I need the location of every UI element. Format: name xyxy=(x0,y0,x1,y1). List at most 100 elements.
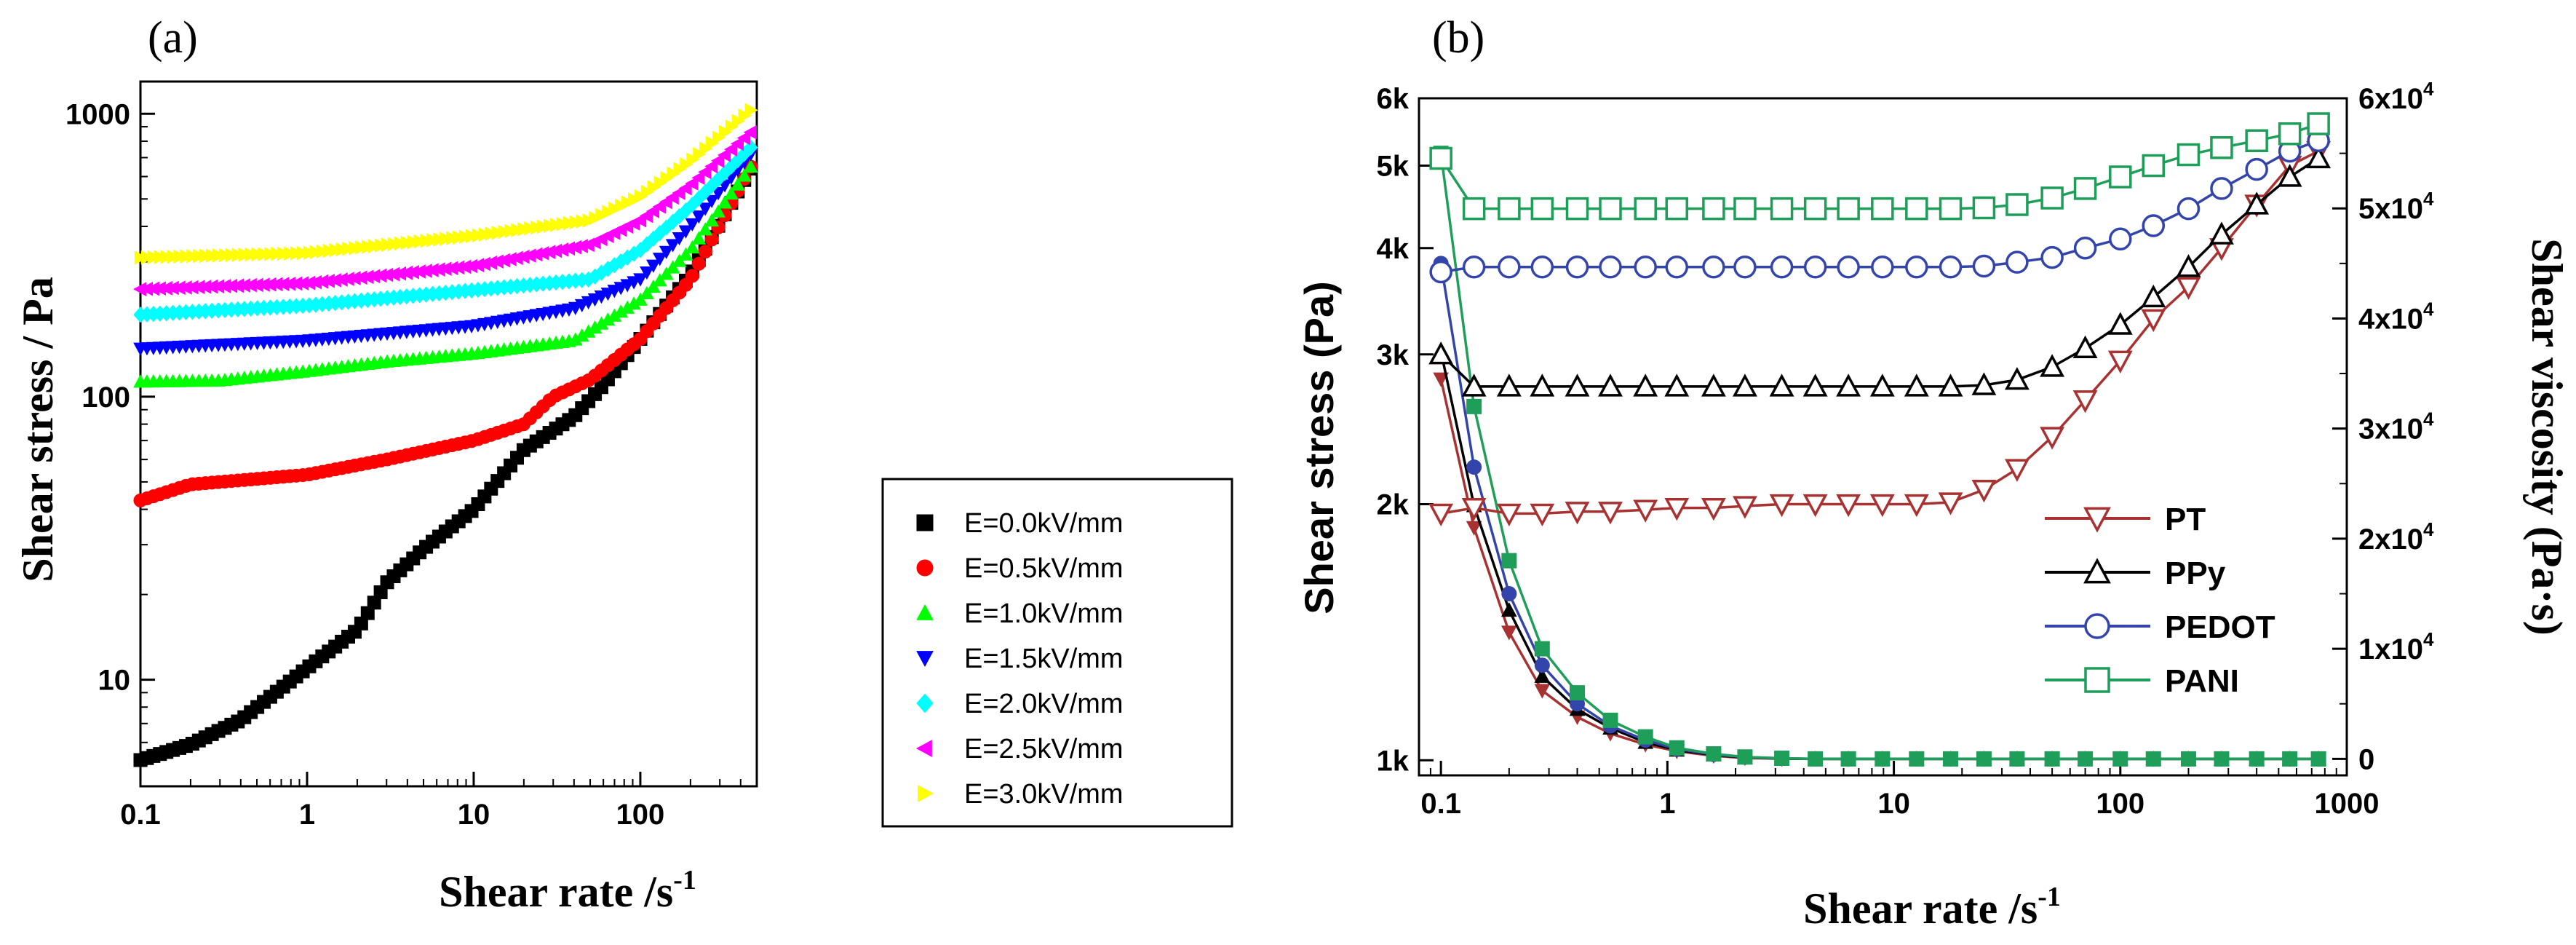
panel-a-data-point xyxy=(685,218,700,232)
panel-b-stress-point xyxy=(1701,373,1726,397)
panel-b-stress-point xyxy=(1702,256,1725,279)
panel-b-stress-point xyxy=(1429,260,1452,284)
panel-b-right-tick-label: 1x104 xyxy=(2358,628,2434,665)
panel-b-stress-point xyxy=(2109,165,2132,189)
panel-b-axes: 0.1 1 10 100 10001k2k3k4k5k6k01x1042x1043x10… xyxy=(1377,78,2434,820)
panel-a-data-point xyxy=(699,141,713,156)
panel-a-data-point xyxy=(652,273,667,287)
panel-b-stress-point xyxy=(1871,197,1894,221)
panel-b-stress-point xyxy=(1971,479,1997,503)
panel-b-right-tick-exponent: 4 xyxy=(2423,628,2434,650)
panel-b-stress-point xyxy=(1565,502,1590,525)
panel-a-data-point xyxy=(154,250,167,265)
panel-a-data-point xyxy=(433,232,447,247)
panel-b-stress-point xyxy=(1496,373,1522,397)
panel-b-viscosity-PPy xyxy=(1433,343,2326,766)
panel-b-stress-point xyxy=(2176,254,2201,277)
panel-b-series xyxy=(1428,112,2331,767)
panel-b-stress-point xyxy=(1904,494,1929,518)
panel-b-stress-point xyxy=(1565,256,1589,279)
panel-b-viscosity-point xyxy=(2249,751,2265,767)
panel-a-data-point xyxy=(665,239,680,253)
panel-a-data-point xyxy=(698,165,712,180)
panel-a-data-point xyxy=(284,246,298,261)
panel-b-left-axis-title: Shear stress (Pa) xyxy=(1296,281,1342,614)
panel-a-series-E=2.5kV/mm xyxy=(132,124,757,297)
panel-a-legend-marker xyxy=(915,740,932,757)
panel-b-right-tick-base: 1x10 xyxy=(2358,633,2423,665)
panel-b-stress-point xyxy=(1972,196,1996,220)
panel-a-data-point xyxy=(659,245,674,259)
panel-a-data-point xyxy=(718,124,733,140)
panel-b-viscosity-point xyxy=(2044,751,2060,767)
panel-b-viscosity-point xyxy=(1433,372,1449,387)
panel-b-viscosity-point xyxy=(1501,585,1517,601)
panel-a-data-point xyxy=(225,248,239,263)
panel-a-data-point xyxy=(193,248,207,264)
panel-a-data-point xyxy=(472,228,486,243)
panel-b-stress-point xyxy=(1905,256,1928,279)
panel-a-data-point xyxy=(627,192,642,207)
panel-b-stress-point xyxy=(2142,214,2166,237)
panel-a-data-point xyxy=(704,232,719,247)
panel-b-stress-point xyxy=(1938,492,1963,515)
panel-b-stress-point xyxy=(1837,256,1860,279)
panel-b-stress-point xyxy=(1869,373,1895,397)
panel-a-data-point xyxy=(329,242,343,258)
panel-a-data-point xyxy=(446,231,460,245)
panel-b-right-tick-exponent: 4 xyxy=(2423,518,2434,540)
panel-b-right-tick-exponent: 4 xyxy=(2423,298,2434,320)
panel-b-stress-point xyxy=(1462,197,1486,221)
panel-b-stress-point xyxy=(2141,284,2166,308)
panel-b-stress-point xyxy=(2210,136,2233,159)
panel-b-stress-point xyxy=(1733,496,1757,519)
panel-a-data-point xyxy=(640,266,654,280)
panel-b-stress-point xyxy=(1769,494,1794,518)
panel-a-data-point xyxy=(167,249,180,264)
panel-a-data-point xyxy=(290,246,304,261)
panel-a-data-point xyxy=(743,159,758,173)
panel-b-viscosity-point xyxy=(2310,751,2326,767)
panel-b-stress-point xyxy=(1972,254,1996,278)
panel-b-stress-point xyxy=(1496,503,1522,527)
panel-b-x-axis-title-main: Shear rate /s xyxy=(1803,885,2038,933)
panel-a-data-point xyxy=(678,225,693,239)
panel-b-viscosity-point xyxy=(1466,459,1482,475)
panel-a-data-point xyxy=(537,219,551,234)
panel-a-data-point xyxy=(660,170,674,186)
panel-b-stress-point xyxy=(1530,503,1555,527)
panel-b-stress-point xyxy=(1598,502,1623,525)
panel-b-viscosity-point xyxy=(1706,746,1722,762)
panel-b-stress-point xyxy=(1461,497,1487,521)
panel-a-x-tick-label: 1 xyxy=(299,799,315,831)
panel-a-data-point xyxy=(744,139,758,156)
panel-b-stress-point xyxy=(2245,129,2268,152)
panel-a-y-axis-title: Shear stress / Pa xyxy=(14,277,62,582)
panel-b-right-tick-base: 3x10 xyxy=(2358,414,2423,446)
panel-b-stress-point xyxy=(2210,177,2233,200)
panel-a-data-point xyxy=(147,250,161,265)
panel-a-data-point xyxy=(653,175,667,190)
panel-b-stress-point xyxy=(2005,250,2029,274)
panel-b-stress-point xyxy=(1530,256,1554,279)
panel-b-viscosity-point xyxy=(1669,740,1685,756)
panel-a-data-point xyxy=(672,232,687,246)
panel-b-left-tick-label: 2k xyxy=(1377,489,1410,521)
panel-b-stress-point xyxy=(1733,197,1757,221)
panel-b-stress-point xyxy=(1836,373,1861,397)
panel-a-data-point xyxy=(646,280,661,293)
panel-b-stress-point xyxy=(1428,503,1454,527)
panel-b-stress-point xyxy=(2005,193,2029,216)
panel-a-data-point xyxy=(134,250,148,265)
panel-a-data-point xyxy=(589,210,603,226)
panel-b-viscosity-point xyxy=(1637,729,1653,745)
panel-a-data-point xyxy=(180,249,194,264)
panel-a-legend-label: E=2.0kV/mm xyxy=(964,689,1124,719)
panel-a: (a) 0.1 1 10 100 10 100 1000 E=0.0kV/mm E=0.5kV… xyxy=(14,13,1233,916)
panel-b-stress-point xyxy=(1634,197,1657,221)
panel-a-data-point xyxy=(652,253,667,266)
panel-b-stress-point xyxy=(1565,197,1589,221)
panel-b-stress-point xyxy=(1633,499,1658,523)
panel-a-data-point xyxy=(693,146,707,162)
panel-b-stress-point xyxy=(2040,186,2064,210)
